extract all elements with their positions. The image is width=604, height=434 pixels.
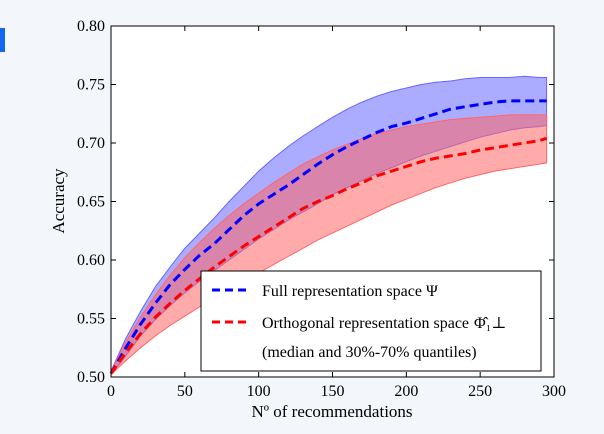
y-axis-label: Accuracy	[49, 168, 68, 234]
x-tick-label: 200	[394, 383, 418, 400]
y-tick-label: 0.70	[77, 135, 105, 152]
y-tick-label: 0.80	[77, 18, 105, 35]
y-tick-label: 0.55	[77, 311, 105, 328]
y-tick-label: 0.65	[77, 194, 105, 211]
x-axis-label: Nº of recommendations	[251, 402, 412, 421]
y-tick-label: 0.50	[77, 369, 105, 386]
legend: Full representation space Ψ Orthogonal r…	[201, 271, 541, 371]
x-tick-label: 50	[177, 383, 193, 400]
x-tick-label: 150	[321, 383, 345, 400]
x-tick-label: 250	[468, 383, 492, 400]
x-tick-label: 300	[542, 383, 566, 400]
legend-note: (median and 30%-70% quantiles)	[262, 344, 477, 361]
y-tick-label: 0.75	[77, 77, 105, 94]
legend-label-orth-math: Φ̂₁⊥	[474, 315, 506, 332]
x-tick-label: 0	[107, 383, 115, 400]
y-tick-label: 0.60	[77, 252, 105, 269]
legend-label-orth-text: Orthogonal representation space	[262, 315, 469, 332]
x-tick-label: 100	[247, 383, 271, 400]
legend-label-full: Full representation space Ψ	[262, 283, 438, 300]
